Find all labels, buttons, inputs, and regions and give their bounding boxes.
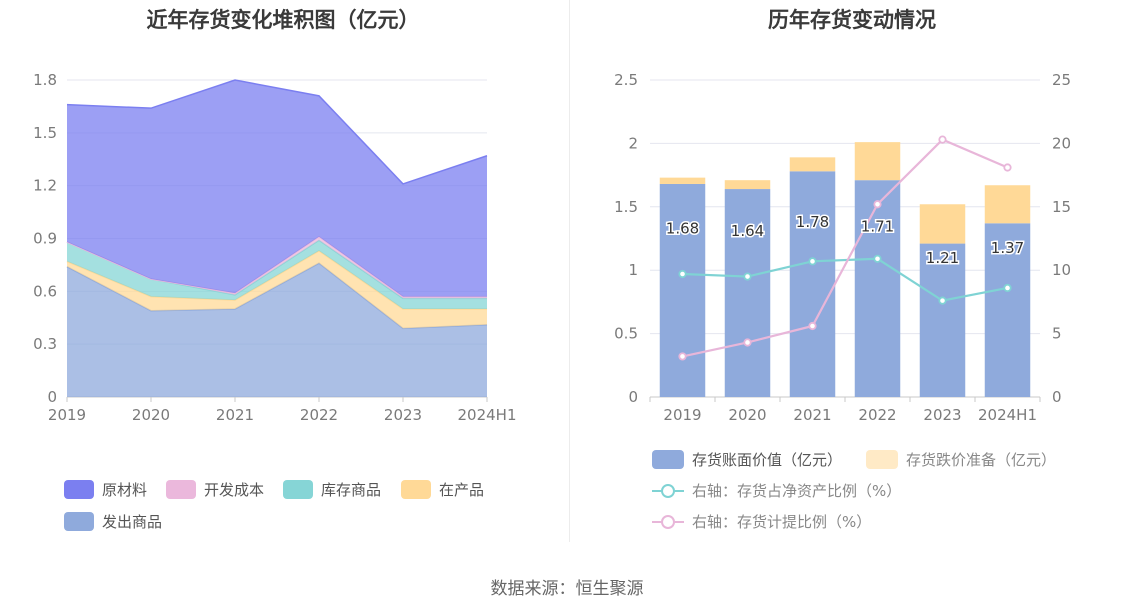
legend-swatch — [866, 450, 898, 469]
bar — [854, 180, 901, 397]
legend-marker — [661, 484, 675, 498]
line-point — [678, 352, 687, 361]
x-tick-label: 2023 — [923, 406, 961, 424]
line-point — [1003, 163, 1012, 172]
legend-label: 右轴：存货计提比例（%） — [692, 513, 871, 531]
x-tick-label: 2020 — [132, 406, 170, 424]
bar-data-label: 1.71 — [861, 218, 894, 236]
y2-tick-label: 10 — [1052, 261, 1071, 279]
line-point — [873, 254, 882, 263]
legend-swatch — [64, 512, 94, 531]
y-tick-label: 0.9 — [33, 230, 57, 248]
y-tick-label: 2.5 — [614, 71, 638, 89]
bar-data-label: 1.68 — [666, 219, 699, 237]
y-tick-label: 1.5 — [614, 198, 638, 216]
legend-marker — [661, 515, 675, 529]
area-series — [67, 263, 487, 397]
legend-label: 开发成本 — [204, 481, 264, 499]
x-tick-label: 2024H1 — [978, 406, 1037, 424]
legend-label: 存货跌价准备（亿元） — [906, 451, 1056, 469]
x-tick-label: 2021 — [793, 406, 831, 424]
data-source: 数据来源：恒生聚源 — [490, 579, 644, 599]
bar — [789, 171, 836, 397]
bar — [919, 204, 966, 244]
legend-label: 发出商品 — [102, 513, 162, 531]
x-tick-label: 2019 — [48, 406, 86, 424]
y-tick-label: 0.5 — [614, 325, 638, 343]
stacked-area-chart: 0 0.3 0.6 0.9 1.2 1.5 1.8 2019 2020 2021 2022 2023 2… — [33, 71, 517, 531]
line-point — [938, 135, 947, 144]
bar — [984, 185, 1031, 224]
stacked-bar-chart: 0 0.5 1 1.5 2 2.5 0 5 10 15 20 25 2019 2020 2021 2022 20… — [614, 71, 1071, 531]
legend-swatch — [283, 480, 313, 499]
area-series — [67, 80, 487, 297]
y-tick-label: 1.8 — [33, 71, 57, 89]
bar — [724, 180, 771, 190]
line-point — [743, 338, 752, 347]
legend-label: 右轴：存货占净资产比例（%） — [692, 482, 901, 500]
bar-data-label: 1.21 — [926, 249, 959, 267]
line-point — [938, 296, 947, 305]
y-tick-label: 1.2 — [33, 177, 57, 195]
legend-label: 在产品 — [439, 481, 484, 499]
y2-tick-label: 25 — [1052, 71, 1071, 89]
y2-tick-label: 15 — [1052, 198, 1071, 216]
area-series-edge — [66, 79, 488, 185]
line-point — [1003, 283, 1012, 293]
bar — [919, 243, 966, 397]
bar — [854, 142, 901, 181]
legend-label: 存货账面价值（亿元） — [692, 451, 842, 469]
line-point — [808, 257, 817, 266]
legend-swatch — [166, 480, 196, 499]
chart-divider — [569, 0, 570, 542]
bar — [659, 183, 706, 397]
x-tick-label: 2024H1 — [458, 406, 517, 424]
bar — [984, 223, 1031, 397]
legend-label: 库存商品 — [321, 481, 381, 499]
right-chart-title: 历年存货变动情况 — [768, 8, 936, 32]
bar-data-label: 1.64 — [731, 222, 764, 240]
x-tick-label: 2022 — [300, 406, 338, 424]
legend-swatch — [652, 450, 684, 469]
area-series — [67, 240, 487, 309]
y2-tick-label: 20 — [1052, 134, 1071, 152]
line-series — [682, 257, 1008, 302]
line-point — [808, 321, 817, 331]
area-series — [67, 250, 487, 329]
legend-label: 原材料 — [102, 481, 147, 499]
x-tick-label: 2020 — [728, 406, 766, 424]
y-tick-label: 2 — [628, 134, 638, 152]
line-series — [682, 138, 1008, 358]
bar — [659, 177, 706, 184]
line-point — [873, 200, 882, 209]
y-tick-label: 1.5 — [33, 124, 57, 142]
x-tick-label: 2022 — [858, 406, 896, 424]
x-tick-label: 2019 — [663, 406, 701, 424]
x-tick-label: 2021 — [216, 406, 254, 424]
bar — [724, 189, 771, 397]
y-tick-label: 0.3 — [33, 335, 57, 353]
bar-data-label: 1.37 — [991, 239, 1024, 257]
line-point — [743, 272, 752, 281]
legend-swatch — [64, 480, 94, 499]
line-point — [678, 269, 687, 279]
x-tick-label: 2023 — [384, 406, 422, 424]
bar-data-label: 1.78 — [796, 213, 829, 231]
y-tick-label: 0.6 — [33, 282, 57, 300]
bar — [789, 157, 836, 172]
y2-tick-label: 0 — [1052, 388, 1062, 406]
y-tick-label: 0 — [47, 388, 57, 406]
y2-tick-label: 5 — [1052, 325, 1062, 343]
legend-swatch — [401, 480, 431, 499]
y-tick-label: 1 — [628, 261, 638, 279]
left-chart-title: 近年存货变化堆积图（亿元） — [146, 8, 420, 32]
y-tick-label: 0 — [628, 388, 638, 406]
